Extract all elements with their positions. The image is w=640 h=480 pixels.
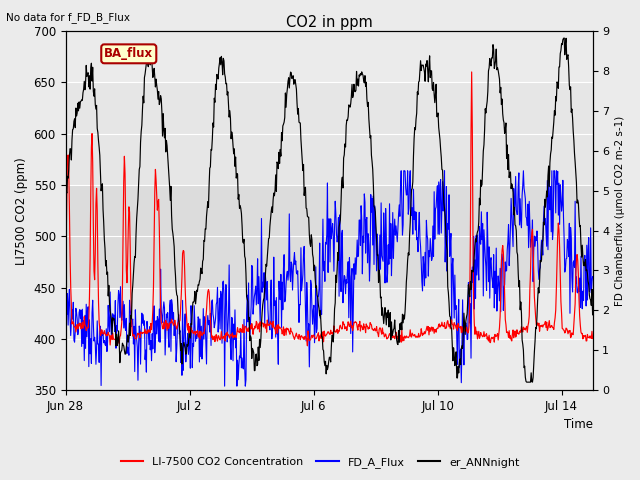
Bar [65,185,593,288]
Text: No data for f_FD_B_Flux: No data for f_FD_B_Flux [6,12,131,23]
X-axis label: Time: Time [564,419,593,432]
Text: BA_flux: BA_flux [104,48,154,60]
Legend: LI-7500 CO2 Concentration, FD_A_Flux, er_ANNnight: LI-7500 CO2 Concentration, FD_A_Flux, er… [116,452,524,472]
Y-axis label: LI7500 CO2 (ppm): LI7500 CO2 (ppm) [15,157,28,264]
Y-axis label: FD Chamberflux (μmol CO2 m-2 s-1): FD Chamberflux (μmol CO2 m-2 s-1) [615,116,625,306]
Bar [65,83,593,185]
Title: CO2 in ppm: CO2 in ppm [285,15,372,30]
